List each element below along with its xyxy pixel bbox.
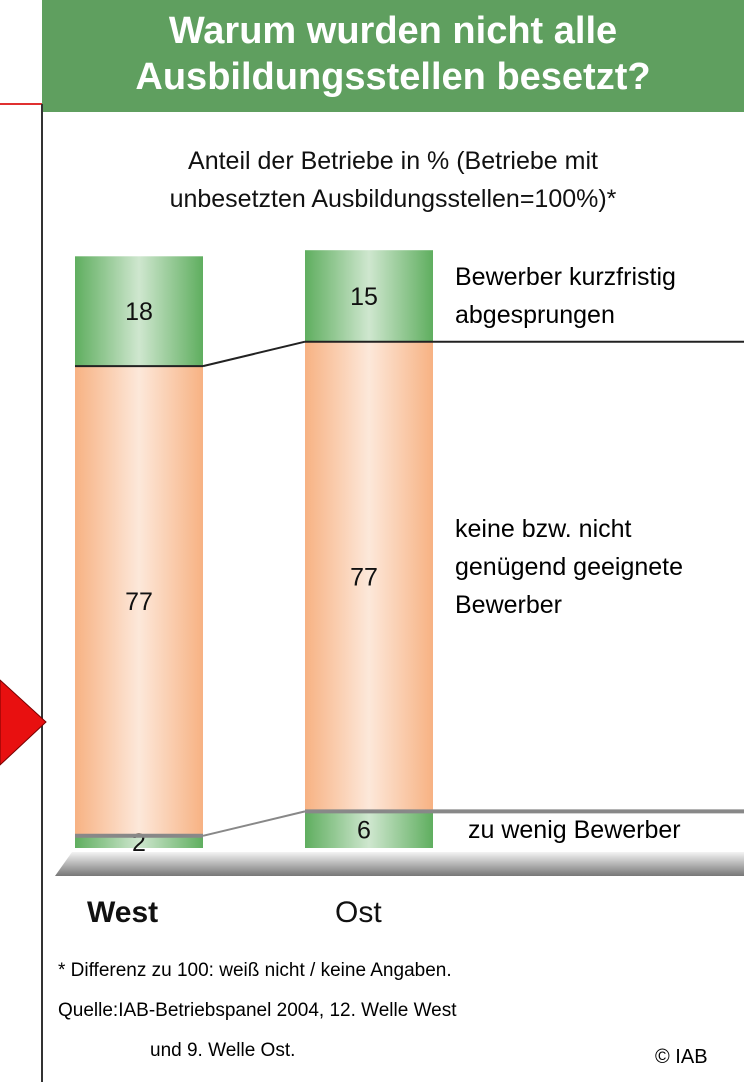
bar-segment (305, 341, 433, 812)
x-tick-label: Ost (335, 896, 382, 929)
footnote: Quelle:IAB-Betriebspanel 2004, 12. Welle… (58, 1000, 457, 1021)
connector (202, 810, 306, 837)
value-label: 77 (125, 588, 153, 616)
chart-subtitle: Anteil der Betriebe in % (Betriebe mit u… (169, 147, 617, 213)
series-label: Bewerber kurzfristig abgesprungen (455, 262, 676, 329)
series-label: keine bzw. nicht genügend geeignete Bewe… (455, 514, 684, 619)
platform (55, 852, 744, 876)
connector (202, 340, 306, 368)
arrow (0, 679, 47, 766)
value-label: 15 (350, 283, 378, 311)
bar-segment (75, 366, 203, 836)
value-label: 18 (125, 298, 153, 326)
x-tick-label: West (87, 896, 159, 929)
header-band (42, 0, 744, 112)
copyright: © IAB (655, 1046, 708, 1068)
bar-segment (75, 835, 203, 848)
chart-title: Warum wurden nicht alle Ausbildungsstell… (135, 10, 651, 98)
bar-segment (75, 256, 203, 367)
footnote: und 9. Welle Ost. (150, 1040, 296, 1061)
series-label: zu wenig Bewerber (468, 815, 681, 844)
value-label: 77 (350, 564, 378, 592)
bar-segment (305, 811, 433, 848)
bar-segment (305, 250, 433, 342)
value-label: 6 (357, 817, 371, 845)
footnote: * Differenz zu 100: weiß nicht / keine A… (58, 960, 452, 981)
